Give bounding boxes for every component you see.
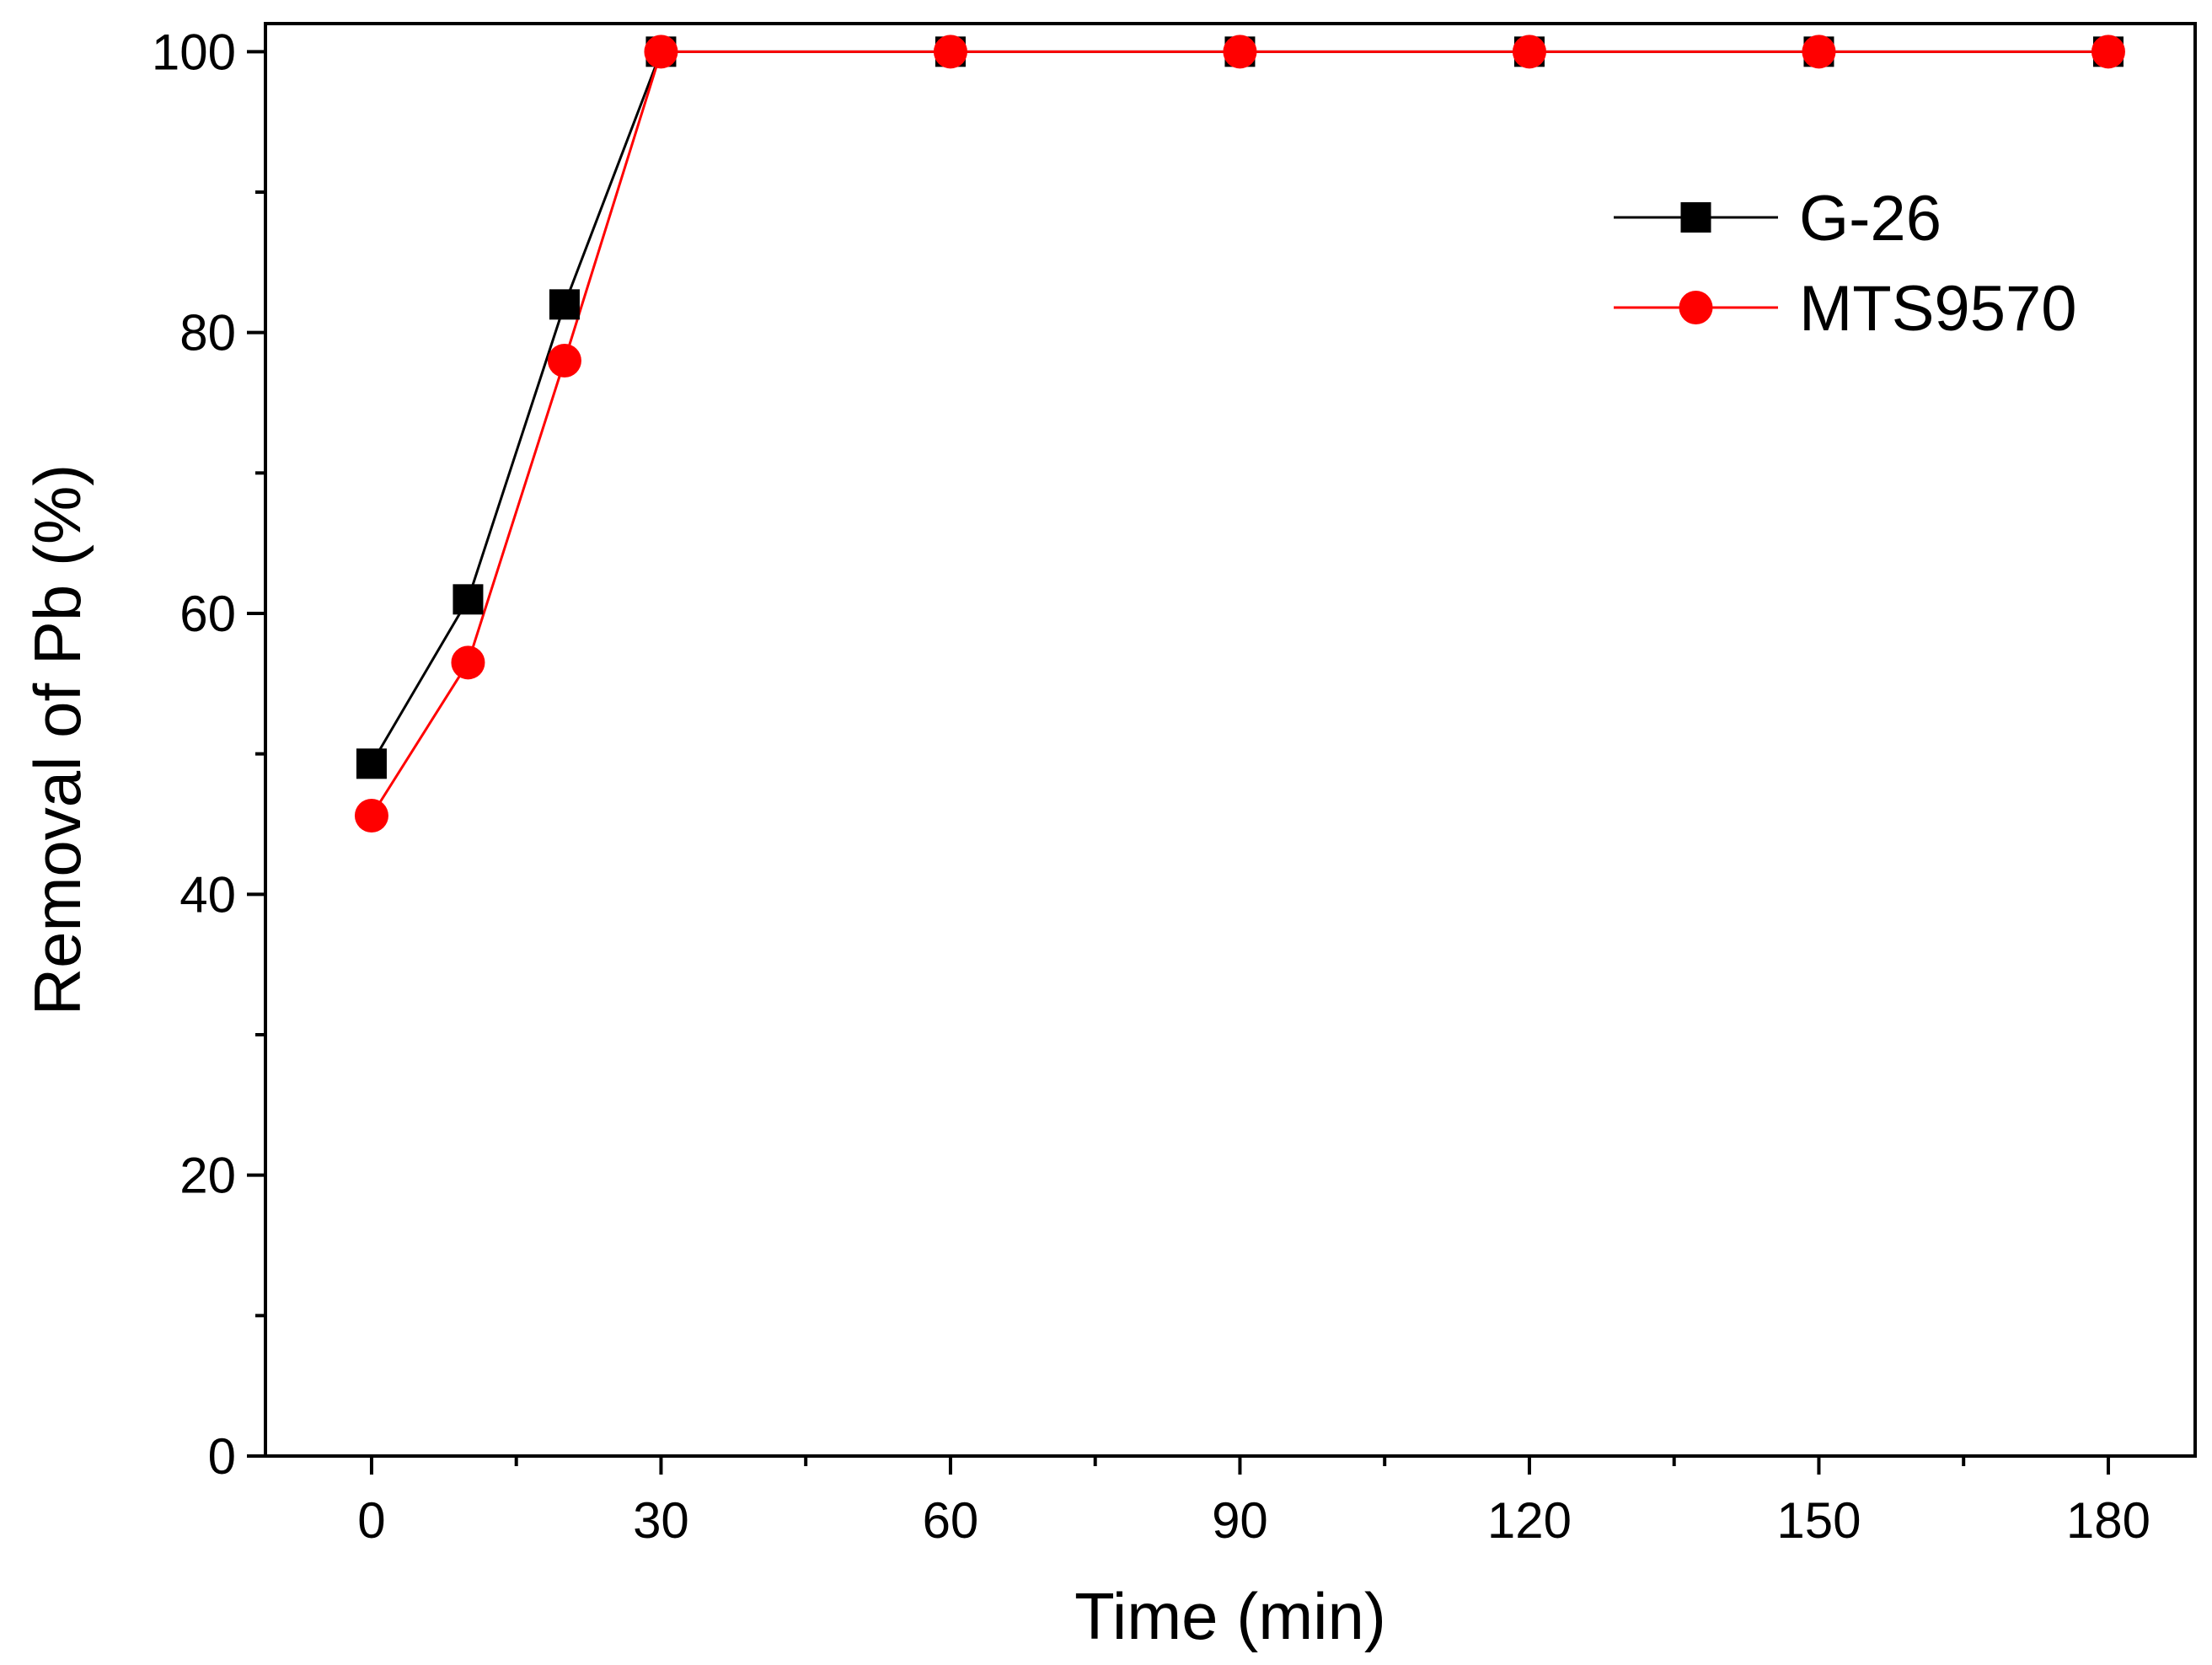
y-tick-label: 100 [152, 24, 236, 80]
y-tick-label: 80 [179, 305, 236, 361]
data-point-mts9570 [2091, 35, 2125, 69]
data-point-g-26 [549, 289, 580, 320]
legend: G-26 MTS9570 [1614, 183, 2077, 345]
x-axis-ticks: 0 30 60 90 120 150 180 [357, 1456, 2150, 1549]
y-tick-label: 40 [179, 866, 236, 923]
x-tick-label: 0 [357, 1492, 385, 1549]
plot-frame [264, 22, 2197, 1458]
data-point-mts9570 [547, 344, 581, 377]
x-tick-label: 180 [2066, 1492, 2150, 1549]
data-point-mts9570 [1802, 35, 1836, 69]
x-tick-label: 30 [633, 1492, 689, 1549]
y-tick-label: 0 [208, 1428, 236, 1485]
x-tick-label: 120 [1487, 1492, 1572, 1549]
data-point-mts9570 [1223, 35, 1257, 69]
data-point-g-26 [453, 584, 484, 615]
data-point-g-26 [356, 748, 387, 779]
series-lines [370, 50, 2108, 816]
x-axis-title: Time (min) [1074, 1579, 1386, 1653]
x-tick-label: 150 [1776, 1492, 1861, 1549]
legend-marker-mts9570 [1679, 291, 1713, 324]
data-point-mts9570 [451, 645, 485, 680]
data-point-mts9570 [354, 799, 388, 832]
legend-marker-g-26 [1680, 202, 1711, 233]
data-point-mts9570 [933, 35, 967, 69]
series-line-mts9570 [370, 50, 2108, 816]
series-line-g-26 [370, 50, 2108, 765]
data-point-mts9570 [644, 35, 678, 69]
x-tick-label: 90 [1212, 1492, 1268, 1549]
legend-label-mts9570: MTS9570 [1799, 273, 2077, 345]
y-tick-label: 20 [179, 1148, 236, 1204]
legend-label-g-26: G-26 [1799, 183, 1942, 254]
y-tick-label: 60 [179, 586, 236, 642]
series-markers [354, 35, 2125, 832]
y-axis-title: Removal of Pb (%) [20, 464, 94, 1016]
data-point-mts9570 [1512, 35, 1546, 69]
x-tick-label: 60 [923, 1492, 979, 1549]
y-axis-ticks: 0 20 40 60 80 100 [152, 24, 265, 1485]
